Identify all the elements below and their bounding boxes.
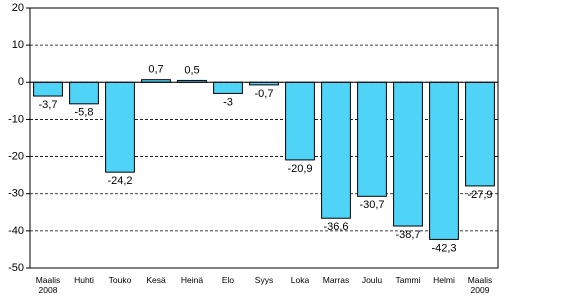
x-tick-label: Maalis 2009: [467, 275, 493, 295]
bar: [429, 81, 459, 240]
plot-frame: [29, 7, 499, 269]
y-tick-label: -50: [8, 262, 24, 274]
value-label: -0,7: [255, 88, 274, 100]
x-tick-label: Joulu: [361, 275, 383, 285]
x-tick-label: Loka: [290, 275, 310, 285]
bar: [105, 81, 135, 173]
y-tick-label: 20: [12, 2, 24, 14]
bar: [285, 81, 315, 161]
value-label: 0,7: [148, 64, 163, 76]
y-tick-label: 10: [12, 39, 24, 51]
x-tick-label: Maalis 2008: [35, 275, 61, 295]
value-label: -3,7: [39, 99, 58, 111]
value-label: -24,2: [107, 175, 132, 187]
bar: [213, 81, 243, 94]
x-tick-label: Helmi: [433, 275, 455, 285]
value-label: -5,8: [75, 107, 94, 119]
y-tick-label: -10: [8, 113, 24, 125]
value-label: -30,7: [359, 199, 384, 211]
value-label: 0,5: [184, 64, 199, 76]
x-tick-label: Touko: [108, 275, 132, 285]
bar: [465, 81, 495, 187]
x-tick-label: Tammi: [395, 275, 421, 285]
value-label: -20,9: [287, 163, 312, 175]
value-label: -42,3: [431, 242, 456, 254]
bar: [321, 81, 351, 219]
y-tick-label: -40: [8, 225, 24, 237]
y-tick-label: 0: [18, 76, 24, 88]
x-tick-label: Heinä: [180, 275, 204, 285]
x-tick-label: Marras: [322, 275, 350, 285]
value-label: -3: [223, 96, 233, 108]
y-tick-label: -30: [8, 188, 24, 200]
x-tick-label: Elo: [221, 275, 235, 285]
bar: [33, 81, 63, 97]
bar: [69, 81, 99, 105]
x-tick-label: Syys: [254, 275, 274, 285]
bar: [357, 81, 387, 197]
value-label: -27,9: [467, 189, 492, 201]
x-tick-label: Kesä: [146, 275, 166, 285]
bar: [393, 81, 423, 227]
value-label: -36,6: [323, 221, 348, 233]
value-label: -38,7: [395, 229, 420, 241]
x-tick-label: Huhti: [74, 275, 94, 285]
y-tick-label: -20: [8, 150, 24, 162]
